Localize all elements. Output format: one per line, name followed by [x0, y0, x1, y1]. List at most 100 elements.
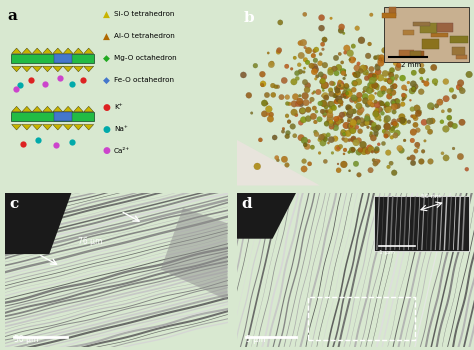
Point [347, 109, 355, 114]
Point [265, 106, 273, 112]
Point [443, 52, 450, 58]
Point [293, 76, 301, 81]
Polygon shape [12, 48, 21, 54]
Point [366, 88, 374, 93]
Point [332, 116, 340, 122]
Point [319, 84, 327, 90]
Point [367, 167, 374, 173]
Point [338, 118, 346, 124]
Polygon shape [63, 106, 73, 112]
Point [410, 81, 417, 87]
Point [378, 101, 386, 106]
Point [354, 118, 362, 123]
Bar [11, 112, 94, 121]
Point [311, 57, 319, 63]
Point [267, 116, 274, 122]
Point [380, 128, 388, 134]
Point [366, 145, 374, 150]
Point [424, 125, 431, 130]
Point [386, 105, 393, 111]
Text: ◆: ◆ [103, 54, 109, 63]
Point [309, 91, 317, 96]
Point [366, 120, 374, 125]
Point [374, 65, 381, 70]
Point [372, 99, 379, 104]
Point [361, 147, 369, 153]
Point [301, 79, 309, 85]
Point [401, 117, 409, 122]
Point [363, 120, 371, 126]
Point [426, 129, 434, 134]
Point [259, 83, 266, 88]
Point [283, 113, 291, 119]
Point [418, 55, 425, 61]
Polygon shape [84, 125, 94, 130]
Point [368, 76, 375, 82]
Point [334, 88, 341, 93]
Point [272, 84, 280, 90]
Point [352, 100, 359, 105]
Point [355, 97, 363, 103]
Point [341, 111, 348, 117]
Point [375, 107, 383, 112]
Point [388, 68, 396, 73]
Point [331, 93, 338, 98]
Point [346, 91, 353, 97]
Point [310, 89, 318, 95]
Point [301, 142, 309, 148]
Point [348, 97, 356, 103]
Polygon shape [84, 106, 94, 112]
Point [346, 57, 354, 62]
Point [382, 77, 389, 83]
Point [295, 62, 303, 68]
Point [349, 127, 356, 133]
Polygon shape [22, 106, 32, 112]
Point [412, 116, 419, 121]
Text: ●: ● [103, 103, 110, 112]
Point [350, 87, 357, 93]
Polygon shape [22, 125, 32, 130]
Point [336, 51, 344, 57]
Point [374, 148, 381, 153]
Point [401, 93, 408, 99]
Point [371, 77, 379, 82]
Point [363, 116, 371, 121]
Bar [54, 112, 72, 121]
Point [383, 116, 391, 121]
Point [393, 74, 401, 79]
Point [343, 84, 351, 89]
Point [405, 80, 412, 85]
Point [371, 73, 378, 79]
Point [323, 108, 331, 114]
Point [371, 83, 379, 88]
Bar [403, 29, 414, 35]
Point [345, 118, 353, 124]
Point [373, 133, 380, 138]
Point [399, 118, 406, 123]
Point [273, 155, 281, 160]
Point [395, 62, 402, 68]
Point [373, 62, 380, 68]
Point [261, 111, 268, 117]
Point [264, 50, 272, 56]
Point [382, 78, 390, 83]
Point [343, 91, 351, 96]
Point [356, 147, 364, 153]
Point [289, 124, 297, 129]
Point [327, 108, 334, 114]
Point [312, 76, 319, 82]
Point [398, 114, 406, 120]
Point [281, 156, 288, 162]
Point [297, 120, 305, 126]
Polygon shape [237, 193, 296, 239]
Point [373, 159, 380, 164]
Point [388, 134, 396, 140]
Text: 2 mm: 2 mm [401, 62, 420, 68]
Point [442, 155, 450, 161]
Point [354, 26, 361, 31]
Point [382, 118, 390, 124]
Point [345, 111, 352, 116]
Point [300, 69, 308, 75]
Point [438, 119, 446, 125]
Point [427, 103, 435, 109]
